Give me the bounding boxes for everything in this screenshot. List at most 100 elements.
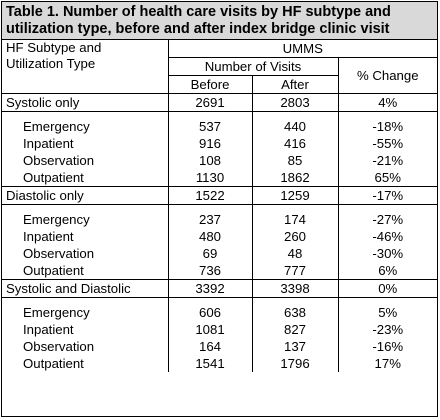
group-spacer xyxy=(2,204,437,211)
spacer-cell xyxy=(2,204,169,211)
row-before-value: 537 xyxy=(168,118,253,135)
row-change-value: -27% xyxy=(372,212,404,227)
group-change-value: 4% xyxy=(338,93,438,112)
table-row: Emergency 237 174 -27% xyxy=(2,211,437,228)
row-after-value: 777 xyxy=(252,262,339,280)
group-after-value: 3398 xyxy=(252,279,339,298)
row-label: Observation xyxy=(2,338,169,355)
row-change-value: -30% xyxy=(372,246,404,261)
group-row: Systolic only 2691 2803 4% xyxy=(2,93,438,112)
row-change-value: -23% xyxy=(372,322,404,337)
table-row: Emergency 606 638 5% xyxy=(2,304,437,321)
header-row-2: Number of Visits % Change xyxy=(2,57,438,94)
table-title: Table 1. Number of health care visits by… xyxy=(2,2,437,40)
group-row: Systolic and Diastolic 3392 3398 0% xyxy=(2,279,438,298)
spacer-cell xyxy=(252,297,339,304)
pct-change-header: % Change xyxy=(338,57,438,94)
table-row: Observation 164 137 -16% xyxy=(2,338,437,355)
row-label: Observation xyxy=(2,152,169,169)
row-after-value: 260 xyxy=(252,228,339,245)
spacer-cell xyxy=(252,204,339,211)
row-before-value: 916 xyxy=(168,135,253,152)
group-row: Diastolic only 1522 1259 -17% xyxy=(2,186,438,205)
group-change-value: -17% xyxy=(338,186,438,205)
visits-table: HF Subtype and Utilization Type UMMS Num… xyxy=(2,40,438,372)
group-spacer xyxy=(2,111,437,118)
spacer-cell xyxy=(2,111,169,118)
row-change-value: 17% xyxy=(374,356,401,371)
row-change-value: 65% xyxy=(338,169,438,187)
row-before-value: 480 xyxy=(168,228,253,245)
spacer-cell xyxy=(168,111,253,118)
row-label: Emergency xyxy=(2,211,169,228)
row-after-value: 174 xyxy=(252,211,339,228)
row-change-value: -18% xyxy=(372,119,404,134)
row-before-value: 1081 xyxy=(168,321,253,338)
table-row: Observation 69 48 -30% xyxy=(2,245,437,262)
row-before-value: 1541 xyxy=(168,355,253,372)
row-after-value: 638 xyxy=(252,304,339,321)
row-label: Emergency xyxy=(2,304,169,321)
row-before-value: 108 xyxy=(168,152,253,169)
row-before-value: 237 xyxy=(168,211,253,228)
group-before-value: 2691 xyxy=(168,93,253,112)
after-header: After xyxy=(252,75,339,94)
group-before-value: 3392 xyxy=(168,279,253,298)
row-change-value: -16% xyxy=(372,339,404,354)
row-before-value: 606 xyxy=(168,304,253,321)
row-change-value: 5% xyxy=(378,305,398,320)
spacer-cell xyxy=(168,297,253,304)
rowlabel-header: HF Subtype and Utilization Type xyxy=(2,40,169,94)
spacer-cell xyxy=(2,297,169,304)
spacer-cell xyxy=(252,111,339,118)
table-row: Observation 108 85 -21% xyxy=(2,152,437,169)
table-row: Inpatient 916 416 -55% xyxy=(2,135,437,152)
row-after-value: 1796 xyxy=(252,355,339,372)
group-change-value: 0% xyxy=(338,279,438,298)
row-after-value: 440 xyxy=(252,118,339,135)
row-after-value: 827 xyxy=(252,321,339,338)
rowlabel-header-line1: HF Subtype and xyxy=(6,40,102,55)
title-line-2: utilization type, before and after index… xyxy=(6,21,390,37)
row-after-value: 85 xyxy=(252,152,339,169)
header-row-3: Before After xyxy=(2,75,437,94)
group-after-value: 1259 xyxy=(252,186,339,205)
row-label: Observation xyxy=(2,245,169,262)
table-row: Outpatient 1130 1862 65% xyxy=(2,169,438,187)
table-row: Emergency 537 440 -18% xyxy=(2,118,437,135)
table-row: Inpatient 480 260 -46% xyxy=(2,228,437,245)
row-label: Outpatient xyxy=(2,355,169,372)
row-change-value: -46% xyxy=(372,229,404,244)
row-change-value: 6% xyxy=(338,262,438,280)
row-label: Emergency xyxy=(2,118,169,135)
header-row-1: HF Subtype and Utilization Type UMMS xyxy=(2,40,438,94)
row-before-value: 69 xyxy=(168,245,253,262)
row-label: Outpatient xyxy=(2,262,169,280)
table-row: Inpatient 1081 827 -23% xyxy=(2,321,437,338)
row-label: Inpatient xyxy=(2,135,169,152)
row-after-value: 1862 xyxy=(252,169,339,187)
rowlabel-header-line2: Utilization Type xyxy=(6,56,96,71)
row-change-value: -21% xyxy=(372,153,404,168)
org-header: UMMS xyxy=(168,40,438,58)
table-row: Outpatient 1541 1796 17% xyxy=(2,355,437,372)
group-before-value: 1522 xyxy=(168,186,253,205)
table-row: Outpatient 736 777 6% xyxy=(2,262,438,280)
row-label: Inpatient xyxy=(2,228,169,245)
title-line-1: Table 1. Number of health care visits by… xyxy=(6,4,391,20)
row-before-value: 1130 xyxy=(168,169,253,187)
row-before-value: 164 xyxy=(168,338,253,355)
group-label: Systolic only xyxy=(2,93,169,112)
row-label: Inpatient xyxy=(2,321,169,338)
row-label: Outpatient xyxy=(2,169,169,187)
group-label: Systolic and Diastolic xyxy=(2,279,169,298)
row-after-value: 48 xyxy=(252,245,339,262)
row-before-value: 736 xyxy=(168,262,253,280)
before-header: Before xyxy=(168,75,253,94)
group-spacer xyxy=(2,297,437,304)
row-change-value: -55% xyxy=(372,136,404,151)
num-visits-header: Number of Visits xyxy=(168,57,339,76)
row-after-value: 137 xyxy=(252,338,339,355)
row-after-value: 416 xyxy=(252,135,339,152)
